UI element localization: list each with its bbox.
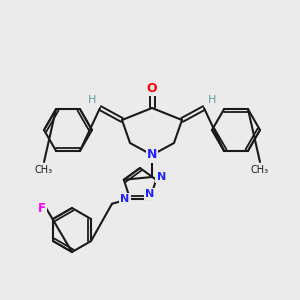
Text: CH₃: CH₃ (251, 165, 269, 175)
Text: O: O (147, 82, 157, 94)
Text: N: N (146, 189, 154, 199)
Text: CH₃: CH₃ (35, 165, 53, 175)
Text: H: H (208, 95, 216, 105)
Text: F: F (38, 202, 46, 214)
Text: H: H (88, 95, 96, 105)
Text: N: N (120, 194, 130, 204)
Text: N: N (147, 148, 157, 161)
Text: N: N (157, 172, 166, 182)
